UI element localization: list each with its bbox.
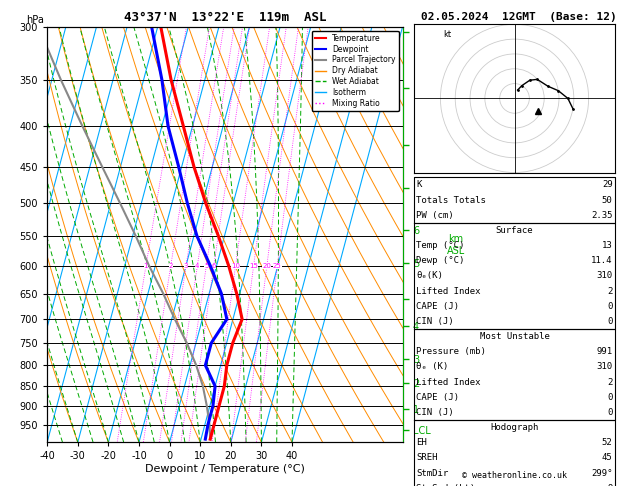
Text: 299°: 299°	[591, 469, 613, 478]
Text: θₑ (K): θₑ (K)	[416, 363, 448, 371]
Text: kt: kt	[443, 30, 452, 39]
Text: 20: 20	[262, 263, 271, 269]
Text: CAPE (J): CAPE (J)	[416, 393, 459, 402]
Text: Most Unstable: Most Unstable	[479, 332, 550, 341]
Text: SREH: SREH	[416, 453, 438, 462]
Text: 25: 25	[273, 263, 282, 269]
Text: CIN (J): CIN (J)	[416, 317, 454, 326]
Text: 9: 9	[607, 484, 613, 486]
Text: 0: 0	[607, 408, 613, 417]
Text: 15: 15	[249, 263, 258, 269]
Text: 310: 310	[596, 272, 613, 280]
Text: 1: 1	[143, 263, 148, 269]
Text: 13: 13	[602, 241, 613, 250]
Text: K: K	[416, 180, 422, 190]
Text: 2.35: 2.35	[591, 211, 613, 220]
Text: Surface: Surface	[496, 226, 533, 235]
Text: 45: 45	[602, 453, 613, 462]
Text: Lifted Index: Lifted Index	[416, 287, 481, 295]
Text: 50: 50	[602, 196, 613, 205]
Text: Hodograph: Hodograph	[491, 423, 538, 432]
Text: StmDir: StmDir	[416, 469, 448, 478]
Text: Pressure (mb): Pressure (mb)	[416, 347, 486, 356]
Text: θₑ(K): θₑ(K)	[416, 272, 443, 280]
Text: Dewp (°C): Dewp (°C)	[416, 256, 465, 265]
Text: 310: 310	[596, 363, 613, 371]
Text: EH: EH	[416, 438, 427, 447]
Text: Lifted Index: Lifted Index	[416, 378, 481, 386]
X-axis label: Dewpoint / Temperature (°C): Dewpoint / Temperature (°C)	[145, 464, 305, 474]
Text: Totals Totals: Totals Totals	[416, 196, 486, 205]
Text: 0: 0	[607, 393, 613, 402]
Text: 0: 0	[607, 317, 613, 326]
Text: PW (cm): PW (cm)	[416, 211, 454, 220]
Text: 991: 991	[596, 347, 613, 356]
Text: 5: 5	[204, 263, 208, 269]
Text: 02.05.2024  12GMT  (Base: 12): 02.05.2024 12GMT (Base: 12)	[421, 12, 617, 22]
Text: CIN (J): CIN (J)	[416, 408, 454, 417]
Text: 29: 29	[602, 180, 613, 190]
Text: 6: 6	[211, 263, 216, 269]
Text: 2: 2	[607, 378, 613, 386]
Text: © weatheronline.co.uk: © weatheronline.co.uk	[462, 471, 567, 480]
Text: StmSpd (kt): StmSpd (kt)	[416, 484, 476, 486]
Text: 2: 2	[169, 263, 173, 269]
Text: 10: 10	[231, 263, 240, 269]
Y-axis label: km
ASL: km ASL	[447, 235, 465, 256]
Text: hPa: hPa	[26, 15, 44, 25]
Legend: Temperature, Dewpoint, Parcel Trajectory, Dry Adiabat, Wet Adiabat, Isotherm, Mi: Temperature, Dewpoint, Parcel Trajectory…	[311, 31, 399, 111]
Title: 43°37'N  13°22'E  119m  ASL: 43°37'N 13°22'E 119m ASL	[124, 11, 326, 24]
Text: 3: 3	[184, 263, 188, 269]
Text: 0: 0	[607, 302, 613, 311]
Text: 11.4: 11.4	[591, 256, 613, 265]
Text: 2: 2	[607, 287, 613, 295]
Text: 52: 52	[602, 438, 613, 447]
Text: Temp (°C): Temp (°C)	[416, 241, 465, 250]
Text: 4: 4	[195, 263, 199, 269]
Text: CAPE (J): CAPE (J)	[416, 302, 459, 311]
